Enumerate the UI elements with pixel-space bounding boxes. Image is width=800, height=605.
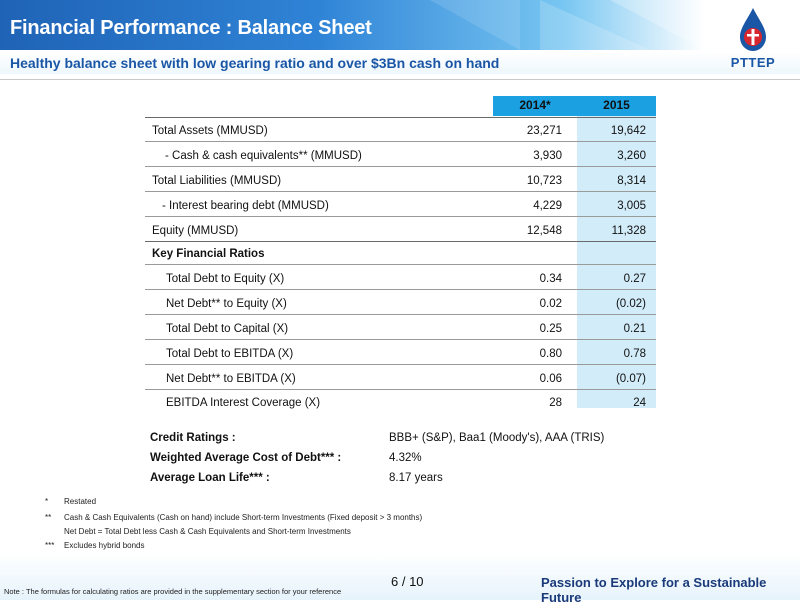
row-divider [145,191,656,192]
ratio-interest-coverage-2015: 24 [633,397,646,409]
row-divider [145,264,656,265]
section-divider [145,241,656,242]
footnote-mark: * [45,497,49,506]
ratio-debt-ebitda-2014: 0.80 [539,348,562,360]
pttep-drop-logo-icon [740,8,766,51]
row-equity: Equity (MMUSD) [152,225,239,237]
footer-note: Note : The formulas for calculating rati… [4,587,342,596]
interest-debt-2015: 3,005 [617,200,646,212]
ratio-net-debt-ebitda-2015: (0.07) [615,373,646,385]
footnote-mark: *** [45,541,55,550]
ratio-net-debt-equity-2015: (0.02) [615,298,646,310]
cash-2015: 3,260 [617,150,646,162]
footer-band [0,553,800,600]
table-top-rule [145,117,656,118]
loan-life-label: Average Loan Life*** : [150,472,270,484]
header-divider [0,79,800,80]
ratio-debt-ebitda-2015: 0.78 [623,348,646,360]
row-total-liabilities: Total Liabilities (MMUSD) [152,175,282,187]
cost-of-debt-label: Weighted Average Cost of Debt*** : [150,452,342,464]
column-header-2015-bg [577,96,656,116]
ratio-net-debt-equity-2014: 0.02 [539,298,562,310]
ratio-debt-equity: Total Debt to Equity (X) [166,273,285,285]
page-subtitle: Healthy balance sheet with low gearing r… [10,55,500,71]
total-assets-2014: 23,271 [526,125,562,137]
page-title: Financial Performance : Balance Sheet [10,17,372,39]
ratio-debt-capital-2015: 0.21 [623,323,646,335]
page-number: 6 / 10 [391,574,424,589]
ratio-debt-equity-2014: 0.34 [539,273,562,285]
total-liabilities-2015: 8,314 [617,175,646,187]
credit-ratings-label: Credit Ratings : [150,432,236,444]
row-interest-bearing-debt: - Interest bearing debt (MMUSD) [162,200,329,212]
cost-of-debt-value: 4.32% [389,452,422,464]
ratio-interest-coverage: EBITDA Interest Coverage (X) [166,397,321,409]
footer-tagline: Passion to Explore for a Sustainable Fut… [541,575,767,605]
ratio-net-debt-ebitda: Net Debt** to EBITDA (X) [166,373,296,385]
row-total-assets: Total Assets (MMUSD) [152,125,268,137]
row-divider [145,339,656,340]
ratio-debt-capital-2014: 0.25 [539,323,562,335]
row-cash: - Cash & cash equivalents** (MMUSD) [165,150,362,162]
ratio-debt-equity-2015: 0.27 [623,273,646,285]
equity-2014: 12,548 [526,225,562,237]
column-header-2015: 2015 [603,98,630,112]
logo-wordmark: PTTEP [730,55,776,70]
footnote-mark: ** [45,513,52,522]
column-header-2014-bg [493,96,577,116]
ratio-net-debt-ebitda-2014: 0.06 [539,373,562,385]
footnote-text: Cash & Cash Equivalents (Cash on hand) i… [64,513,423,522]
row-divider [145,216,656,217]
ratio-net-debt-equity: Net Debt** to Equity (X) [166,298,287,310]
loan-life-value: 8.17 years [389,472,443,484]
ratio-debt-ebitda: Total Debt to EBITDA (X) [166,348,294,360]
total-liabilities-2014: 10,723 [526,175,562,187]
column-2015-highlight [577,96,656,408]
section-key-ratios: Key Financial Ratios [152,248,265,260]
cash-2014: 3,930 [533,150,562,162]
column-header-2014: 2014* [519,98,551,112]
subtitle-band [0,52,800,74]
row-divider [145,314,656,315]
equity-2015: 11,328 [611,225,646,237]
row-divider [145,364,656,365]
total-assets-2015: 19,642 [610,125,646,137]
row-divider [145,141,656,142]
footnote-text: Restated [64,497,97,506]
credit-ratings-value: BBB+ (S&P), Baa1 (Moody's), AAA (TRIS) [389,432,605,444]
ratio-interest-coverage-2014: 28 [549,397,562,409]
interest-debt-2014: 4,229 [533,200,562,212]
row-divider [145,389,656,390]
footnote-text: Excludes hybrid bonds [64,541,145,550]
footnote-text: Net Debt = Total Debt less Cash & Cash E… [64,527,351,536]
ratio-debt-capital: Total Debt to Capital (X) [166,323,289,335]
title-banner: Financial Performance : Balance Sheet [0,0,705,50]
row-divider [145,166,656,167]
row-divider [145,289,656,290]
